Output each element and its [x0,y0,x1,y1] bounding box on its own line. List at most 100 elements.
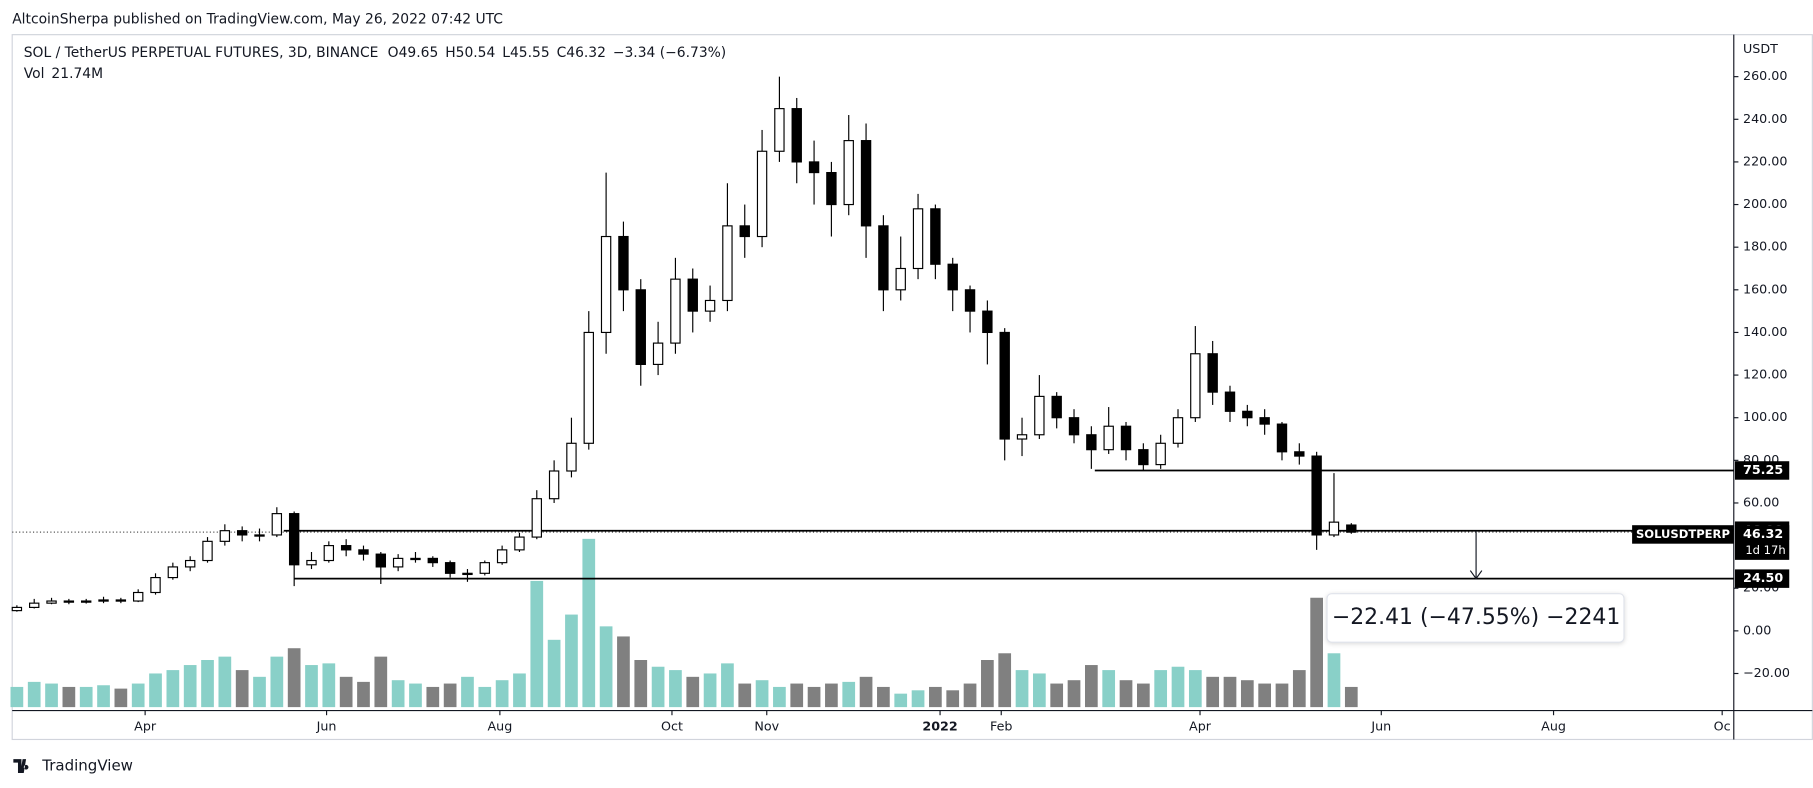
volume-bar [1258,683,1272,708]
volume-bar [1154,670,1168,708]
volume-bar [929,686,942,708]
volume-bar [790,683,804,708]
volume-bar [894,693,908,708]
volume-bar [877,686,890,708]
candle-body [427,557,439,564]
volume-bar [1171,666,1185,708]
volume-bar [721,663,734,708]
last-price-label: 46.32 [1743,526,1783,541]
candle-body [1120,425,1132,451]
volume-bar [547,639,561,708]
candle-body [843,140,854,206]
candle-body [1242,410,1253,419]
volume-bar [1067,680,1081,708]
y-tick-label: 180.00 [1743,239,1787,254]
candle-body [774,108,785,152]
volume-bar [634,660,648,708]
volume-bar [391,680,405,708]
volume-bar [946,690,960,708]
volume-bar [495,680,509,708]
candle-body [826,171,837,206]
candle-body [1103,425,1114,451]
x-tick-label: Feb [990,718,1012,733]
x-tick-label: Apr [134,718,157,733]
y-tick-label: 260.00 [1743,68,1787,83]
candle-body [340,545,352,551]
logo-icon [13,759,29,773]
volume-bar [911,690,925,708]
candle-body [132,591,144,602]
volume-bar [235,670,249,708]
candle-body [566,442,577,472]
candle-body [479,562,490,574]
frame [11,34,1813,741]
volume-bar [755,680,769,708]
candle-body [1086,434,1097,451]
x-tick-label: Aug [1541,718,1566,733]
candle-body [29,602,40,608]
y-tick-label: 0.00 [1743,622,1771,637]
volume-bar [339,676,353,708]
volume-bar [981,660,994,708]
x-tick-label: Oct [661,718,683,733]
volume-bar [963,683,977,708]
symbol-tag-label: SOLUSDTPERP [1636,527,1730,541]
volume-bar [97,685,110,708]
volume-bar [565,614,578,708]
volume-bar [149,673,162,708]
volume-bar [270,656,284,708]
candle-body [115,599,127,602]
candle-body [531,498,542,538]
candle-body [600,235,612,334]
candle-body [895,267,906,291]
candle-body [1311,455,1322,536]
measure-box [1326,593,1625,643]
candle-body [1155,442,1166,466]
volume-bar [998,653,1012,708]
candle-body [323,545,335,562]
volume-bar [1327,653,1341,708]
volume-bar [253,676,266,708]
candle-body [1346,524,1357,533]
candle-body [1068,417,1080,436]
x-tick-label: Apr [1189,718,1212,733]
candle-body [46,600,57,604]
candle-body [1051,395,1062,419]
candle-body [878,225,889,291]
candle-body [1190,353,1201,419]
y-tick-label: 160.00 [1743,281,1787,296]
volume-bar [27,681,41,708]
candle-body [98,599,109,602]
candle-body [704,299,716,312]
candle-body [982,310,993,334]
candle-body [739,225,750,238]
volume-bar [686,676,700,708]
volume-bar [374,656,388,708]
candle-body [236,530,248,536]
candle-body [670,278,681,344]
volume-bar [478,686,492,708]
candle-body [254,534,265,537]
volume-bar [1206,676,1220,708]
candle-body [930,208,941,265]
y-tick-label: 120.00 [1743,367,1787,382]
measure-label: −22.41 (−47.55%) −2241 [1332,605,1621,630]
candle-body [1224,391,1236,412]
countdown: 1d 17h [1745,543,1785,557]
candle-body [184,559,196,568]
volume-bar [131,683,145,708]
volume-bar [530,580,544,708]
volume-bar [807,686,821,708]
candle-body [11,606,23,612]
volume-bar [1033,673,1046,708]
candle-body [219,530,231,542]
volume-bar [1310,597,1324,708]
volume-bar [1240,680,1254,708]
candle-body [462,572,473,576]
volume-bar [461,676,474,708]
candle-body [964,289,976,312]
candle-body [1276,423,1288,453]
volume-bar [287,648,301,708]
plot: −22.41 (−47.55%) −2241 [10,76,1734,708]
candle-body [860,140,872,227]
